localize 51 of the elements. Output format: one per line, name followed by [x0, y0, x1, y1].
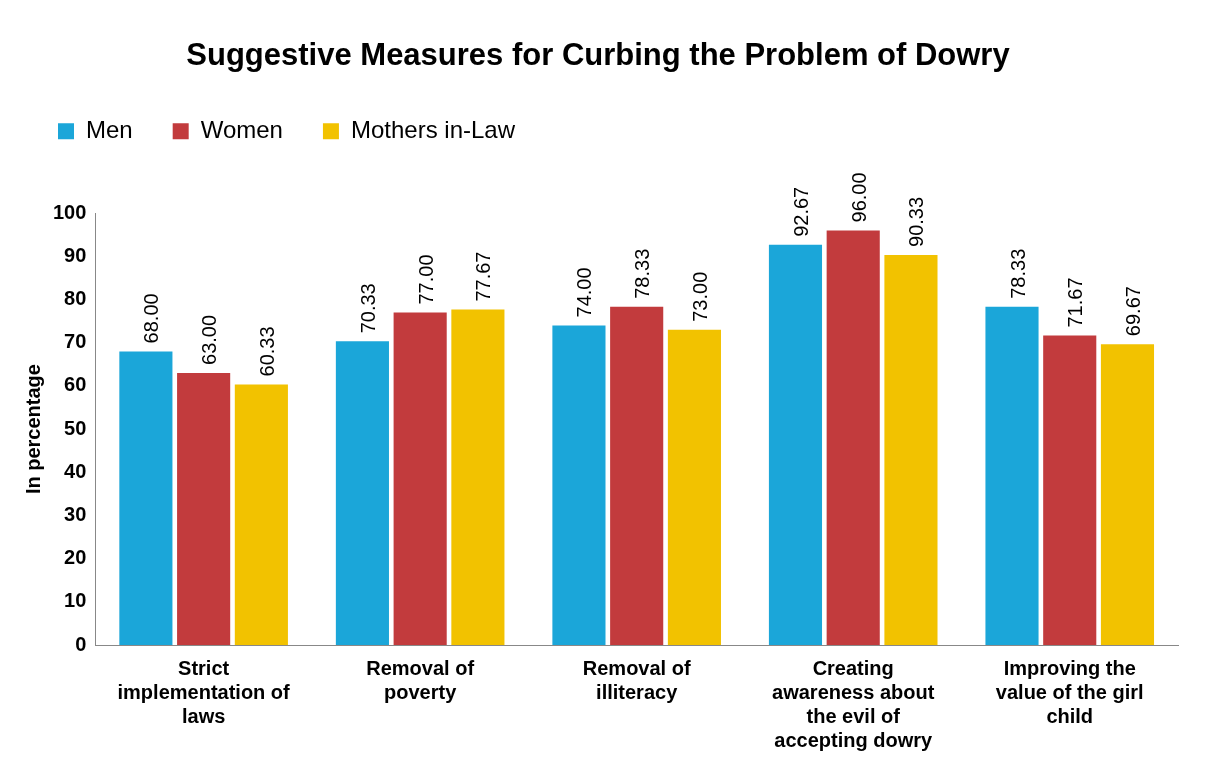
data-label: 78.33 — [631, 248, 654, 299]
y-axis-title: In percentage — [21, 364, 44, 495]
bar — [451, 309, 505, 645]
data-label: 69.67 — [1121, 286, 1144, 337]
data-label: 68.00 — [140, 293, 163, 344]
bar — [1100, 344, 1155, 645]
bar — [667, 329, 721, 645]
bar — [177, 372, 231, 645]
bar — [768, 244, 823, 645]
y-tick-label: 20 — [64, 546, 87, 569]
bar — [1043, 335, 1097, 645]
x-tick-label: Creating awareness about the evil of accepting dowry — [772, 656, 935, 751]
x-tick-label: Removal of poverty — [366, 656, 475, 703]
legend-label: Women — [200, 115, 283, 143]
legend-label: Mothers in-Law — [350, 115, 516, 143]
x-tick-label: Removal of illiteracy — [582, 656, 691, 703]
bar — [119, 351, 173, 645]
chart-title: Suggestive Measures for Curbing the Problem of Dowry — [186, 37, 1011, 73]
data-label: 73.00 — [688, 271, 711, 322]
y-tick-label: 70 — [64, 330, 87, 353]
bar — [884, 254, 938, 645]
x-tick-label: Improving the value of the girl child — [995, 656, 1144, 727]
data-label: 77.67 — [472, 251, 495, 302]
data-label: 60.33 — [255, 326, 278, 377]
bar — [234, 384, 288, 645]
y-tick-label: 60 — [64, 373, 87, 396]
data-label: 92.67 — [789, 186, 812, 237]
bar — [393, 312, 447, 645]
data-label: 78.33 — [1006, 248, 1029, 299]
legend-label: Men — [86, 115, 133, 143]
y-tick-label: 50 — [64, 416, 87, 439]
y-tick-label: 90 — [64, 243, 87, 266]
y-tick-label: 100 — [52, 200, 87, 223]
bar — [552, 325, 606, 645]
data-label: 96.00 — [847, 172, 870, 223]
bar — [826, 230, 880, 645]
data-label: 90.33 — [905, 196, 928, 247]
bar — [985, 306, 1039, 645]
bar — [335, 341, 389, 645]
x-tick-label: Strict implementation of laws — [117, 656, 291, 727]
y-tick-label: 30 — [64, 502, 87, 525]
y-tick-label: 40 — [64, 459, 87, 482]
data-label: 77.00 — [414, 254, 437, 305]
bar — [610, 306, 664, 645]
data-label: 71.67 — [1064, 277, 1087, 328]
y-tick-label: 0 — [75, 632, 87, 655]
data-label: 63.00 — [198, 314, 221, 365]
y-tick-label: 10 — [64, 589, 87, 612]
data-label: 70.33 — [356, 283, 379, 334]
y-tick-label: 80 — [64, 287, 87, 310]
data-label: 74.00 — [573, 267, 596, 318]
